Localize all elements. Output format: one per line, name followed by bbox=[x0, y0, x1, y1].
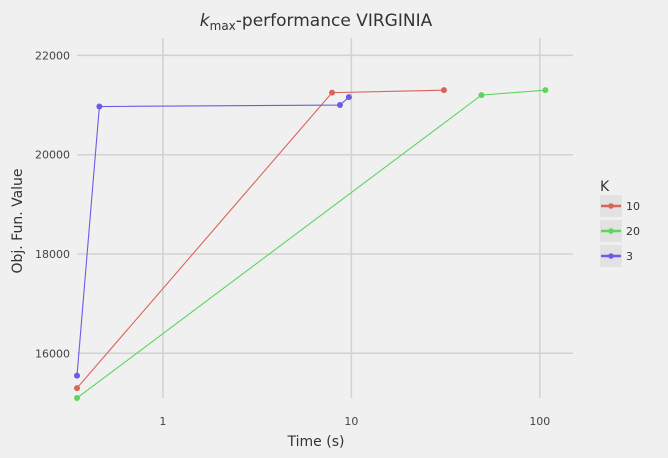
data-point bbox=[542, 87, 549, 94]
data-point bbox=[329, 89, 336, 96]
legend-items: 10 20 3 bbox=[600, 195, 640, 267]
chart-title-k: k bbox=[200, 11, 211, 31]
y-tick-label: 16000 bbox=[35, 347, 70, 360]
x-tick-labels: 1 10 100 bbox=[159, 415, 550, 428]
chart-title-sub: max bbox=[210, 19, 236, 33]
series-10 bbox=[74, 87, 447, 392]
data-point bbox=[345, 94, 352, 101]
legend-key-marker bbox=[608, 253, 614, 259]
chart-title-rest: -performance VIRGINIA bbox=[236, 11, 433, 31]
legend-item-3: 3 bbox=[600, 245, 633, 267]
data-point bbox=[74, 385, 80, 392]
legend: K 10 20 3 bbox=[600, 179, 640, 267]
x-tick-label: 10 bbox=[344, 415, 358, 428]
x-tick-label: 1 bbox=[159, 415, 166, 428]
legend-label: 10 bbox=[626, 200, 640, 213]
legend-label: 3 bbox=[626, 250, 633, 263]
legend-label: 20 bbox=[626, 225, 640, 238]
series-layer bbox=[74, 87, 549, 401]
y-tick-label: 22000 bbox=[35, 49, 70, 62]
legend-key-marker bbox=[608, 203, 614, 209]
x-axis-label: Time (s) bbox=[287, 434, 345, 450]
legend-item-10: 10 bbox=[600, 195, 640, 217]
chart-title: kmax-performance VIRGINIA bbox=[200, 11, 433, 33]
data-point bbox=[336, 102, 343, 109]
legend-key-marker bbox=[608, 228, 614, 234]
series-20 bbox=[74, 87, 549, 401]
legend-item-20: 20 bbox=[600, 220, 640, 242]
data-point bbox=[74, 395, 80, 401]
data-point bbox=[478, 92, 485, 99]
y-tick-label: 18000 bbox=[35, 248, 70, 261]
legend-title: K bbox=[600, 179, 610, 195]
data-point bbox=[440, 87, 447, 94]
data-point bbox=[96, 103, 103, 110]
y-tick-labels: 16000 18000 20000 22000 bbox=[35, 49, 70, 360]
plot-area bbox=[74, 38, 573, 401]
x-tick-label: 100 bbox=[529, 415, 550, 428]
y-axis-label: Obj. Fun. Value bbox=[10, 168, 26, 273]
y-tick-label: 20000 bbox=[35, 149, 70, 162]
data-point bbox=[74, 372, 80, 379]
series-3 bbox=[74, 94, 352, 379]
series-line bbox=[76, 96, 350, 376]
